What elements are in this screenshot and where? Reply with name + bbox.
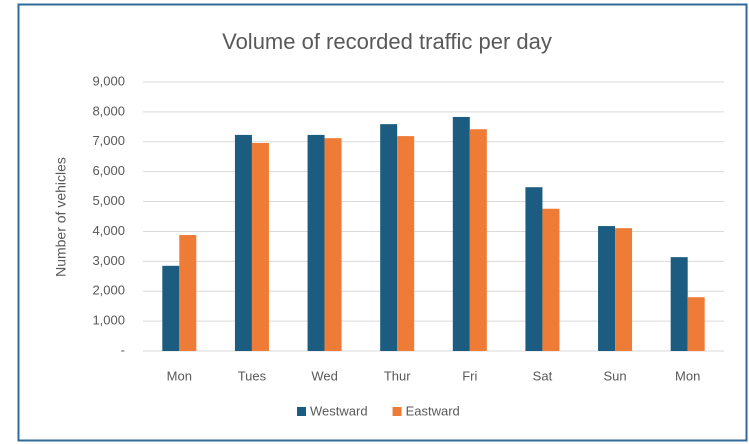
x-tick-label: Wed [311, 368, 338, 383]
x-tick-label: Thur [384, 368, 411, 383]
bar [687, 297, 705, 351]
bar [598, 226, 616, 351]
bar [324, 138, 342, 351]
y-tick-label: 9,000 [92, 73, 125, 88]
legend-swatch [392, 407, 402, 416]
x-tick-label: Mon [167, 368, 192, 383]
y-tick-label: 5,000 [92, 193, 125, 208]
y-tick-label: 4,000 [92, 223, 125, 238]
bar [179, 235, 197, 351]
bar [542, 208, 560, 351]
legend-label: Eastward [406, 403, 460, 418]
bar [469, 129, 487, 351]
y-tick-label: 8,000 [92, 103, 125, 118]
bar [615, 228, 633, 351]
legend-swatch [297, 407, 306, 416]
y-tick-label: 3,000 [92, 253, 125, 268]
y-tick-label: - [121, 342, 125, 357]
x-tick-label: Fri [462, 368, 477, 383]
bar [307, 134, 325, 351]
bar [251, 142, 269, 351]
y-tick-label: 7,000 [92, 133, 125, 148]
bar [525, 187, 543, 351]
bar [452, 116, 470, 351]
bar [670, 257, 688, 351]
legend-label: Westward [310, 403, 368, 418]
x-tick-label: Mon [675, 368, 700, 383]
y-tick-label: 1,000 [92, 313, 125, 328]
y-tick-label: 6,000 [92, 163, 125, 178]
chart-title: Volume of recorded traffic per day [222, 29, 552, 54]
x-tick-label: Sat [533, 368, 553, 383]
bar [162, 265, 180, 351]
bar [234, 134, 252, 351]
y-tick-label: 2,000 [92, 283, 125, 298]
y-axis-title: Number of vehicles [53, 157, 69, 277]
bar [380, 124, 398, 351]
x-tick-label: Tues [238, 368, 267, 383]
bar [397, 136, 415, 351]
x-tick-label: Sun [603, 368, 626, 383]
